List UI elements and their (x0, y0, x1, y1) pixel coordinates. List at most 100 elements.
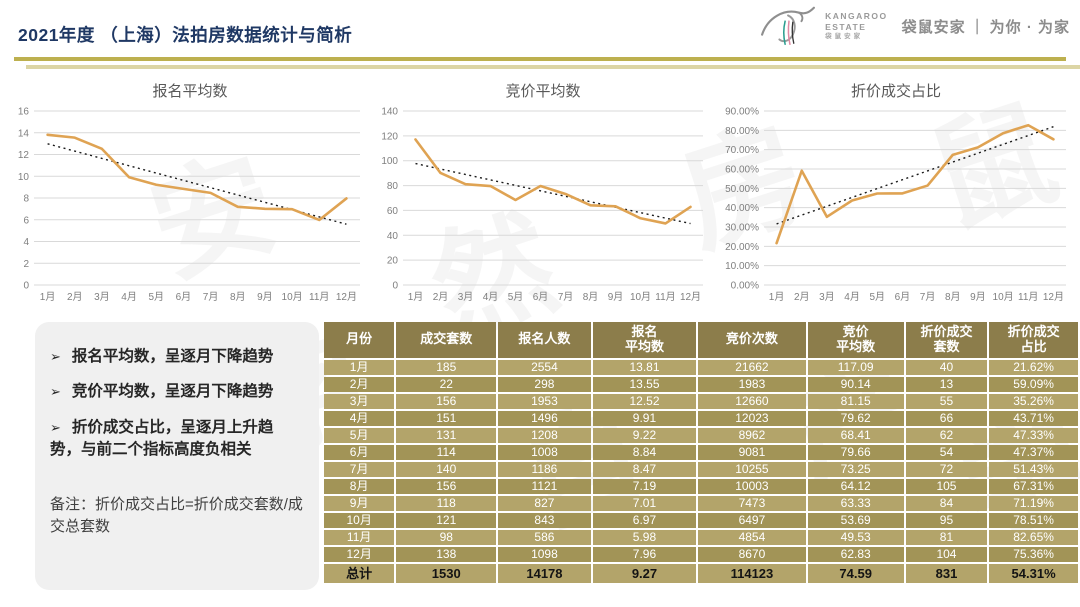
table-cell: 121 (396, 512, 497, 528)
table-cell: 21662 (698, 359, 806, 375)
table-cell: 117.09 (807, 359, 904, 375)
table-cell: 47.33% (989, 427, 1078, 443)
table-cell: 151 (396, 410, 497, 426)
page-title: 2021年度 （上海）法拍房数据统计与简析 (18, 25, 353, 45)
charts-row: 报名平均数 0 2 4 6 8 10 12 14 16 1月 2月 3月 4月 5月 6月 7月 8月 9月 10月… (12, 80, 1074, 308)
table-cell: 8962 (698, 427, 806, 443)
svg-text:7月: 7月 (203, 291, 219, 303)
table-cell: 81 (905, 529, 988, 545)
svg-text:8: 8 (23, 194, 29, 205)
table-cell: 7.01 (592, 495, 697, 511)
svg-text:2月: 2月 (67, 291, 83, 303)
svg-text:0: 0 (23, 281, 29, 292)
table-cell: 6497 (698, 512, 806, 528)
table-total-cell: 54.31% (989, 563, 1078, 583)
svg-text:4: 4 (23, 237, 29, 248)
table-row: 3月 156 1953 12.52 12660 81.15 55 35.26% (324, 393, 1078, 409)
table-body: 1月 185 2554 13.81 21662 117.09 40 21.62% 2月 22 298… (324, 359, 1078, 562)
svg-text:2: 2 (23, 259, 29, 270)
svg-text:140: 140 (381, 107, 398, 118)
svg-text:11月: 11月 (309, 291, 329, 303)
chart-registration-average: 报名平均数 0 2 4 6 8 10 12 14 16 1月 2月 3月 4月 5月 6月 7月 8月 9月 10月… (12, 80, 368, 308)
table-total-cell: 总计 (324, 563, 395, 583)
table-cell: 84 (905, 495, 988, 511)
arrow-bullet-icon: ➢ (50, 349, 61, 364)
table-cell: 13.55 (592, 376, 697, 392)
svg-text:2月: 2月 (433, 291, 449, 303)
svg-text:11月: 11月 (655, 291, 675, 303)
svg-text:30.00%: 30.00% (725, 223, 759, 234)
table-cell: 62 (905, 427, 988, 443)
svg-text:20: 20 (387, 256, 399, 267)
tagline-separator: ｜ (969, 18, 986, 36)
table-cell: 12023 (698, 410, 806, 426)
svg-text:6月: 6月 (895, 291, 911, 303)
table-cell: 73.25 (807, 461, 904, 477)
svg-text:8月: 8月 (583, 291, 599, 303)
table-header-cell: 报名 平均数 (592, 322, 697, 358)
table-cell: 185 (396, 359, 497, 375)
table-cell: 6.97 (592, 512, 697, 528)
brand-name-line1: KANGAROO (825, 11, 888, 22)
svg-text:10月: 10月 (630, 291, 651, 303)
table-cell: 53.69 (807, 512, 904, 528)
table-cell: 138 (396, 546, 497, 562)
table-cell: 7月 (324, 461, 395, 477)
svg-text:2月: 2月 (794, 291, 810, 303)
table-cell: 43.71% (989, 410, 1078, 426)
table-cell: 131 (396, 427, 497, 443)
table-cell: 156 (396, 393, 497, 409)
svg-text:12月: 12月 (336, 291, 357, 303)
table-cell: 71.19% (989, 495, 1078, 511)
table-header-cell: 竞价 平均数 (807, 322, 904, 358)
svg-text:9月: 9月 (608, 291, 624, 303)
svg-text:120: 120 (381, 131, 398, 142)
svg-text:4月: 4月 (121, 291, 137, 303)
arrow-bullet-icon: ➢ (50, 419, 61, 435)
table-header-cell: 月份 (324, 322, 395, 358)
table-cell: 49.53 (807, 529, 904, 545)
svg-text:1月: 1月 (408, 291, 424, 303)
table-total-cell: 114123 (698, 563, 806, 583)
svg-text:9月: 9月 (970, 291, 986, 303)
insight-text: 竞价平均数，呈逐月下降趋势 (71, 383, 274, 401)
table-cell: 8.84 (592, 444, 697, 460)
table-cell: 12660 (698, 393, 806, 409)
svg-text:11月: 11月 (1018, 291, 1038, 303)
svg-text:8月: 8月 (945, 291, 961, 303)
insight-bullet: ➢ 竞价平均数，呈逐月下降趋势 (50, 381, 304, 403)
table-cell: 1121 (498, 478, 591, 494)
table-cell: 9.91 (592, 410, 697, 426)
svg-text:80.00%: 80.00% (725, 126, 759, 137)
table-row: 5月 131 1208 9.22 8962 68.41 62 47.33% (324, 427, 1078, 443)
table-cell: 13.81 (592, 359, 697, 375)
insight-bullet: ➢ 折价成交占比，呈逐月上升趋势，与前二个指标高度负相关 (50, 417, 304, 462)
line-chart-discount: 0.00% 10.00% 20.00% 30.00% 40.00% 50.00% 60.00… (725, 107, 1066, 303)
table-cell: 2554 (498, 359, 591, 375)
kangaroo-icon (761, 6, 816, 46)
svg-text:10月: 10月 (993, 291, 1014, 303)
insight-bullet: ➢ 报名平均数，呈逐月下降趋势 (50, 346, 304, 368)
svg-text:4月: 4月 (844, 291, 860, 303)
table-cell: 4854 (698, 529, 806, 545)
table-cell: 8.47 (592, 461, 697, 477)
table-cell: 10月 (324, 512, 395, 528)
insight-text: 报名平均数，呈逐月下降趋势 (71, 348, 274, 365)
svg-text:3月: 3月 (94, 291, 110, 303)
table-cell: 64.12 (807, 478, 904, 494)
table-cell: 298 (498, 376, 591, 392)
table-cell: 140 (396, 461, 497, 477)
svg-text:5月: 5月 (508, 291, 524, 303)
svg-text:7月: 7月 (920, 291, 936, 303)
svg-text:6: 6 (23, 215, 29, 226)
table-cell: 156 (396, 478, 497, 494)
svg-text:16: 16 (18, 107, 30, 118)
line-chart-bidding: 0 20 40 60 80 100 120 140 1月 2月 3月 4月 5月 6月 7月 8月 9月 10月 1… (381, 107, 703, 303)
table-cell: 54 (905, 444, 988, 460)
table-header-row: 月份 成交套数 报名人数 报名 平均数 竞价次数 竞价 平均数 折价成交 套数 折价成交 占比 (324, 322, 1078, 358)
tagline-right: 为你 · 为家 (989, 18, 1070, 36)
table-cell: 22 (396, 376, 497, 392)
table-total-cell: 9.27 (592, 563, 697, 583)
table-cell: 78.51% (989, 512, 1078, 528)
svg-text:4月: 4月 (483, 291, 499, 303)
